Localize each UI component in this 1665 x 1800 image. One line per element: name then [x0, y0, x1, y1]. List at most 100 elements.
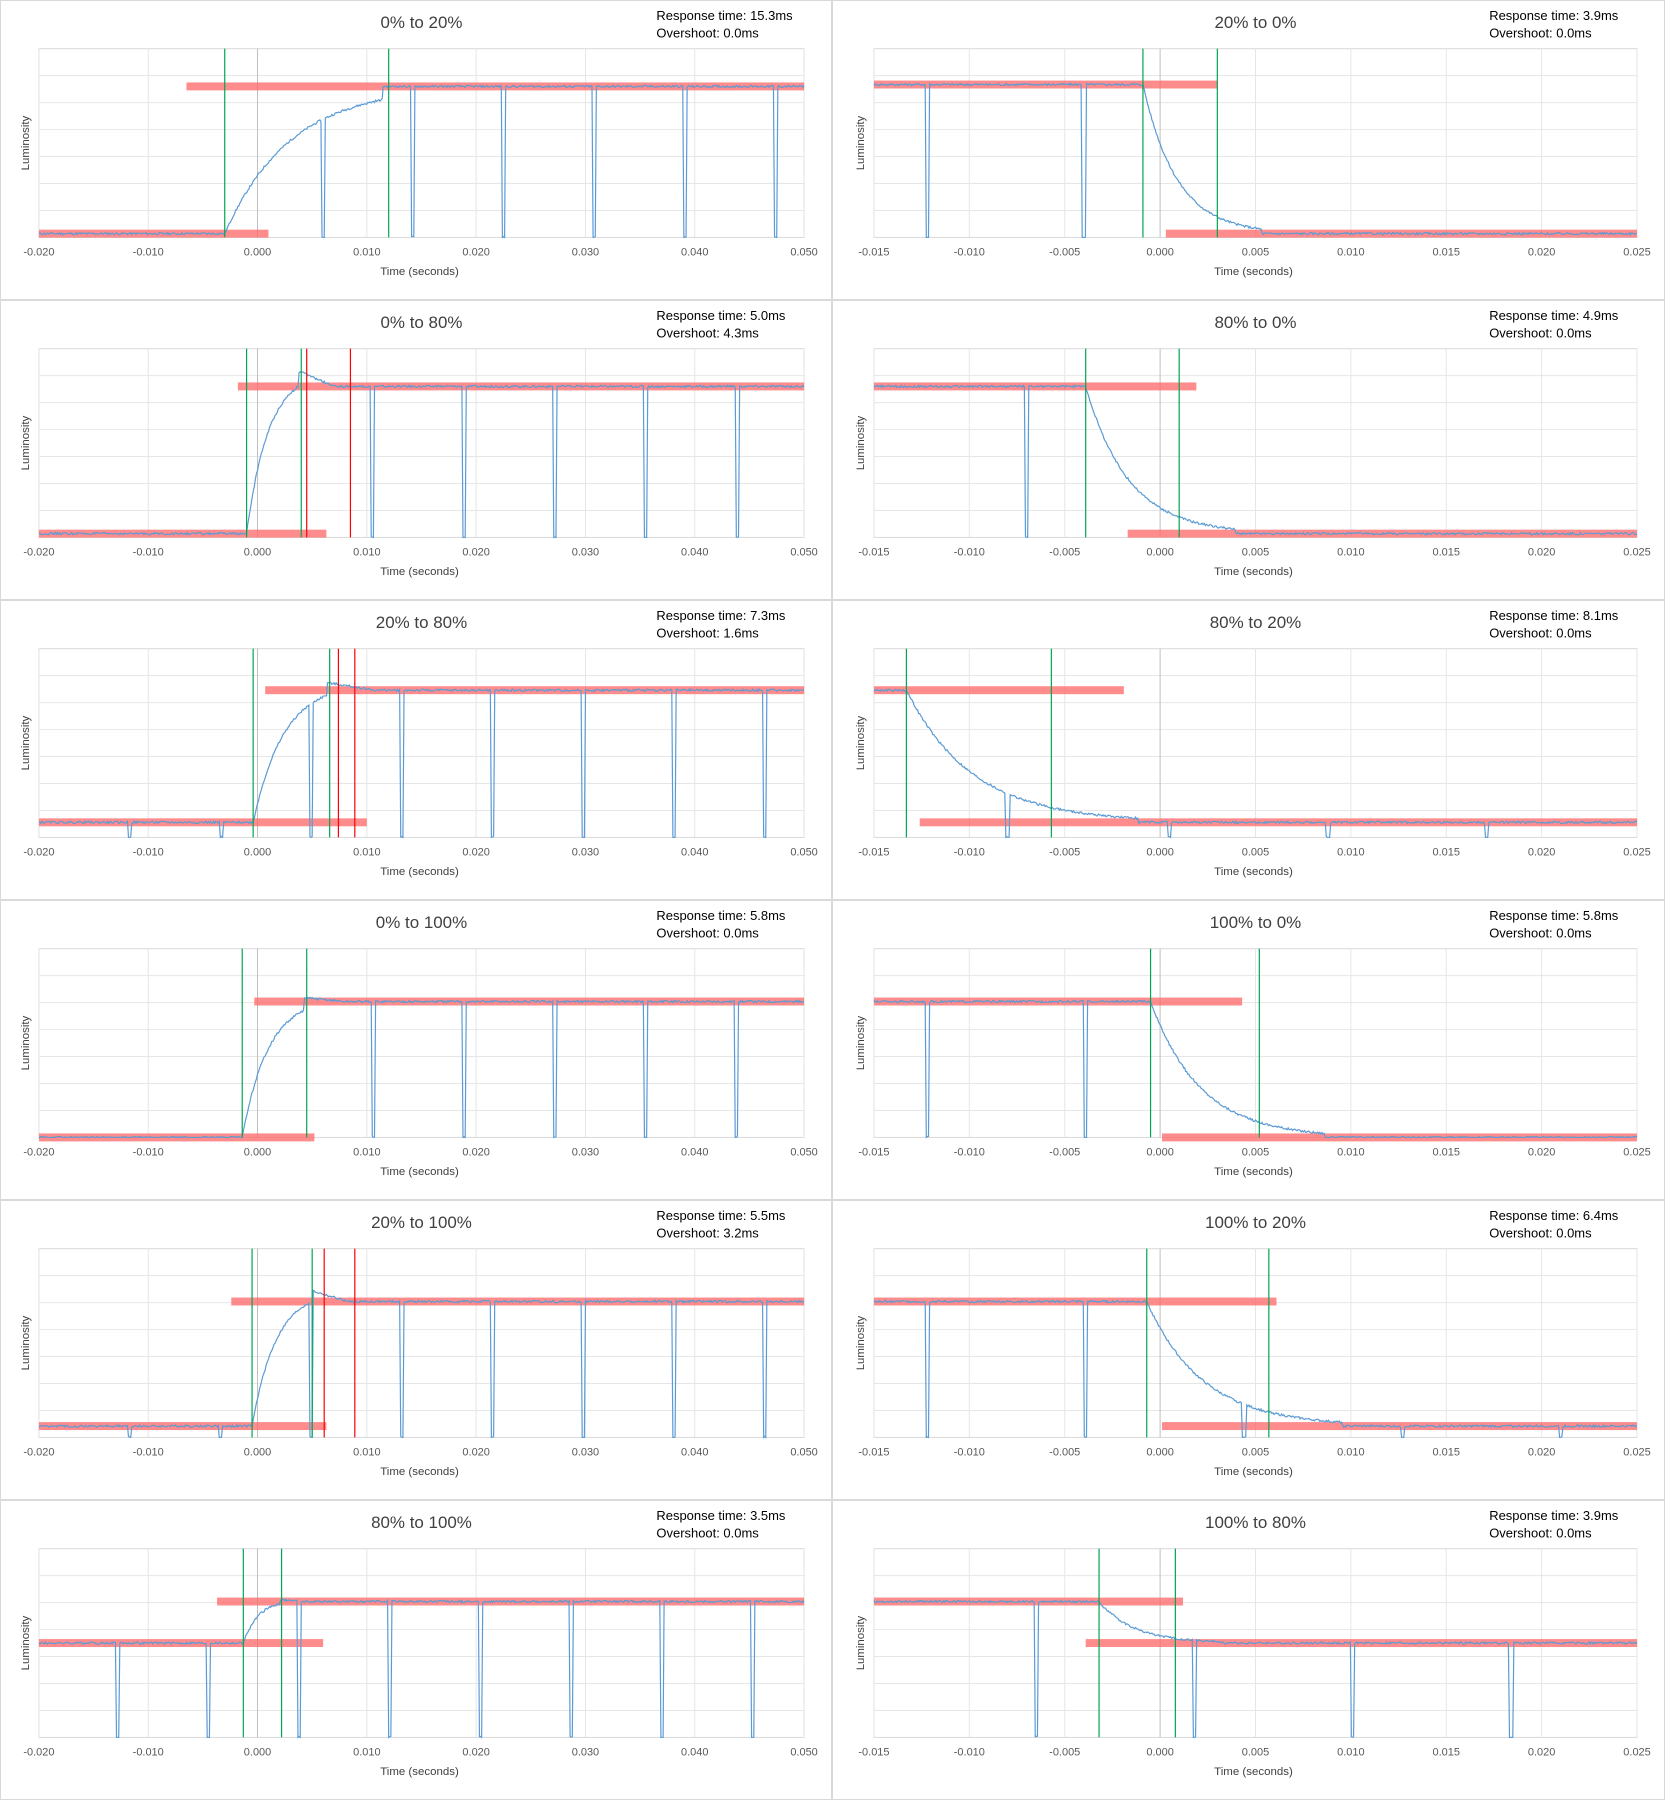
chart-svg: -0.015 -0.010 -0.005 0.000 0.005 0.010 0.015 0.…	[855, 8, 1651, 278]
x-tick-label: 0.020	[462, 246, 489, 258]
y-axis-label: Luminosity	[20, 1615, 32, 1670]
chart-title: 20% to 0%	[1214, 13, 1296, 32]
x-tick-label: -0.010	[133, 846, 164, 858]
x-tick-label: 0.050	[790, 246, 817, 258]
x-tick-label: 0.015	[1433, 546, 1460, 558]
chart-panel: -0.015 -0.010 -0.005 0.000 0.005 0.010 0.015 0.…	[832, 1200, 1665, 1500]
chart-title: 80% to 0%	[1214, 313, 1296, 332]
response-time-label: Response time: 5.8ms	[656, 908, 785, 923]
plot-area	[38, 48, 805, 238]
x-tick-label: -0.015	[858, 1446, 889, 1458]
y-axis-label: Luminosity	[20, 1015, 32, 1070]
x-tick-label: -0.010	[954, 846, 985, 858]
x-tick-label: 0.030	[572, 1746, 599, 1758]
y-axis-label: Luminosity	[855, 716, 867, 771]
x-tick-label: -0.010	[954, 1146, 985, 1158]
x-tick-label: 0.040	[681, 1446, 708, 1458]
chart-panel: -0.020 -0.010 0.000 0.010 0.020 0.030 0.040 0.0…	[0, 600, 832, 900]
luminosity-series-line	[873, 688, 1638, 839]
chart-svg: -0.020 -0.010 0.000 0.010 0.020 0.030 0.040 0.0…	[20, 608, 818, 878]
plot-area	[38, 648, 805, 838]
x-axis-label: Time (seconds)	[1214, 266, 1293, 278]
chart-title: 0% to 80%	[381, 313, 463, 332]
x-tick-label: -0.020	[23, 546, 54, 558]
response-time-label: Response time: 3.9ms	[1489, 1508, 1618, 1523]
chart-svg: -0.020 -0.010 0.000 0.010 0.020 0.030 0.040 0.0…	[20, 308, 818, 578]
response-time-label: Response time: 6.4ms	[1489, 1208, 1618, 1223]
x-tick-label: -0.005	[1049, 1146, 1080, 1158]
chart-title: 20% to 80%	[376, 613, 467, 632]
chart-title: 80% to 20%	[1210, 613, 1302, 632]
chart-svg: -0.015 -0.010 -0.005 0.000 0.005 0.010 0.015 0.…	[855, 308, 1651, 578]
response-time-label: Response time: 7.3ms	[656, 608, 785, 623]
x-tick-label: -0.015	[858, 1146, 889, 1158]
x-tick-label: -0.010	[133, 1146, 164, 1158]
response-time-label: Response time: 8.1ms	[1489, 608, 1618, 623]
x-tick-label: 0.005	[1242, 246, 1269, 258]
x-tick-label: 0.000	[244, 546, 271, 558]
x-tick-label: 0.020	[462, 846, 489, 858]
response-time-label: Response time: 15.3ms	[656, 8, 792, 23]
x-tick-label: 0.010	[353, 846, 380, 858]
x-tick-label: 0.010	[353, 246, 380, 258]
x-tick-label: 0.010	[353, 1146, 380, 1158]
x-axis-label: Time (seconds)	[1214, 1466, 1293, 1478]
x-tick-label: 0.000	[244, 1746, 271, 1758]
x-tick-label: 0.020	[1528, 546, 1555, 558]
x-tick-label: 0.020	[462, 1446, 489, 1458]
x-tick-label: 0.010	[1337, 246, 1364, 258]
x-tick-label: -0.020	[23, 1146, 54, 1158]
chart-panel: -0.020 -0.010 0.000 0.010 0.020 0.030 0.040 0.0…	[0, 1500, 832, 1800]
start-level-band	[873, 997, 1243, 1006]
x-tick-label: -0.010	[954, 1446, 985, 1458]
chart-svg: -0.015 -0.010 -0.005 0.000 0.005 0.010 0.015 0.…	[855, 608, 1651, 878]
x-axis-label: Time (seconds)	[380, 566, 459, 578]
x-tick-label: 0.020	[1528, 846, 1555, 858]
x-tick-label: -0.010	[133, 246, 164, 258]
x-axis-label: Time (seconds)	[1214, 1766, 1293, 1778]
end-level-band	[237, 382, 805, 391]
y-axis-label: Luminosity	[855, 1316, 867, 1371]
x-tick-label: 0.000	[1146, 1746, 1173, 1758]
chart-title: 0% to 100%	[376, 913, 467, 932]
y-axis-label: Luminosity	[855, 116, 867, 171]
x-tick-label: 0.030	[572, 1446, 599, 1458]
x-tick-label: 0.000	[244, 1146, 271, 1158]
chart-panel: -0.015 -0.010 -0.005 0.000 0.005 0.010 0.015 0.…	[832, 900, 1665, 1200]
x-tick-label: 0.050	[790, 1146, 817, 1158]
y-axis-label: Luminosity	[855, 1016, 867, 1071]
x-tick-label: -0.010	[133, 546, 164, 558]
x-tick-label: 0.010	[353, 1746, 380, 1758]
x-tick-label: 0.005	[1242, 846, 1269, 858]
y-axis-label: Luminosity	[855, 416, 867, 471]
luminosity-series-line	[38, 1598, 805, 1739]
x-tick-label: -0.005	[1049, 1746, 1080, 1758]
luminosity-series-line	[873, 384, 1638, 539]
x-tick-label: -0.005	[1049, 846, 1080, 858]
x-tick-label: 0.000	[1146, 1146, 1173, 1158]
luminosity-series-line	[38, 681, 805, 839]
chart-title: 20% to 100%	[371, 1213, 472, 1232]
x-tick-label: 0.030	[572, 846, 599, 858]
overshoot-label: Overshoot: 0.0ms	[1489, 626, 1591, 641]
x-tick-label: 0.025	[1623, 246, 1650, 258]
x-axis-label: Time (seconds)	[1214, 1166, 1293, 1178]
overshoot-label: Overshoot: 0.0ms	[656, 26, 758, 41]
x-tick-label: -0.005	[1049, 1446, 1080, 1458]
x-tick-label: 0.040	[681, 546, 708, 558]
overshoot-label: Overshoot: 0.0ms	[1489, 926, 1591, 941]
x-tick-label: 0.020	[1528, 1146, 1555, 1158]
end-level-band	[265, 686, 805, 695]
x-tick-label: 0.020	[462, 1146, 489, 1158]
x-tick-label: -0.015	[858, 546, 889, 558]
x-tick-label: 0.000	[244, 846, 271, 858]
response-time-label: Response time: 3.9ms	[1489, 8, 1618, 23]
x-tick-label: -0.010	[954, 246, 985, 258]
x-tick-label: 0.010	[1337, 846, 1364, 858]
overshoot-label: Overshoot: 0.0ms	[656, 926, 758, 941]
chart-panel: -0.020 -0.010 0.000 0.010 0.020 0.030 0.040 0.0…	[0, 1200, 832, 1500]
x-tick-label: 0.040	[681, 246, 708, 258]
x-tick-label: 0.050	[790, 1446, 817, 1458]
x-tick-label: -0.015	[858, 246, 889, 258]
chart-title: 100% to 0%	[1210, 913, 1302, 932]
